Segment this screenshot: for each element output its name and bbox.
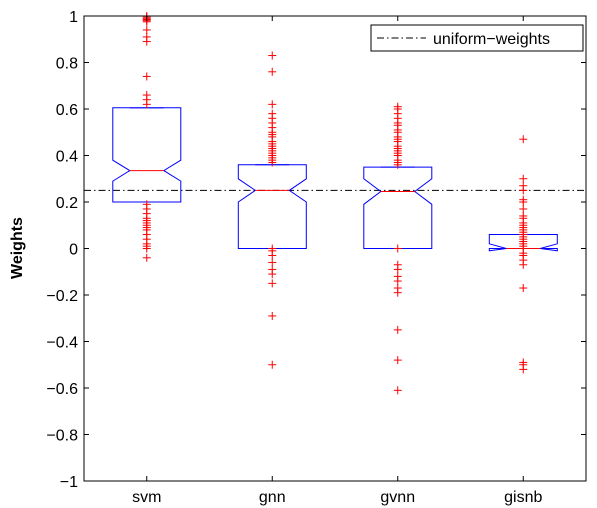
- outlier-gnn: [268, 67, 277, 76]
- outlier-gnn: [268, 311, 277, 320]
- outlier-gvnn: [393, 386, 402, 395]
- outlier-gnn: [268, 279, 277, 288]
- outlier-svm: [142, 72, 151, 81]
- y-tick-label: −1: [60, 474, 78, 491]
- y-tick-label: 0.8: [56, 56, 78, 73]
- y-tick-label: −0.2: [46, 288, 78, 305]
- y-tick-label: −0.6: [46, 381, 78, 398]
- outlier-gnn: [268, 51, 277, 60]
- y-tick-label: −0.8: [46, 428, 78, 445]
- y-tick-label: 1: [69, 9, 78, 26]
- outlier-gnn: [268, 258, 277, 267]
- outlier-svm: [142, 244, 151, 253]
- y-tick-label: 0.2: [56, 195, 78, 212]
- legend-label-uniform-weights: uniform−weights: [433, 31, 550, 48]
- outlier-svm: [142, 25, 151, 34]
- box-gvnn: [363, 166, 433, 249]
- outlier-gvnn: [393, 265, 402, 274]
- outlier-gisnb: [519, 174, 528, 183]
- outlier-gvnn: [393, 277, 402, 286]
- outlier-gisnb: [519, 260, 528, 269]
- x-tick-label-svm: svm: [132, 489, 161, 506]
- outlier-gnn: [268, 360, 277, 369]
- outlier-gnn: [268, 251, 277, 260]
- x-tick-label-gvnn: gvnn: [380, 489, 415, 506]
- outlier-gisnb: [519, 198, 528, 206]
- outlier-gisnb: [519, 365, 528, 374]
- outlier-gisnb: [519, 186, 528, 195]
- legend: uniform−weights: [370, 24, 584, 52]
- outlier-gvnn: [393, 288, 402, 297]
- axis-ticks: −1 −0.8 −0.6 −0.4 −0.2 0 0.2 0.4 0.6 0.8 1 svm gnn gv…: [46, 9, 586, 506]
- outlier-gisnb: [519, 204, 528, 213]
- outlier-svm: [142, 37, 151, 46]
- outlier-gnn: [268, 270, 277, 279]
- outlier-gvnn: [393, 160, 402, 169]
- outlier-gvnn: [393, 325, 402, 334]
- outlier-gvnn: [393, 356, 402, 365]
- box-gnn: [237, 164, 307, 249]
- y-tick-label: 0: [69, 242, 78, 259]
- outlier-svm: [142, 253, 151, 262]
- y-tick-label: 0.6: [56, 102, 78, 119]
- outlier-gisnb: [519, 135, 528, 144]
- plot-area: [84, 12, 586, 395]
- y-axis-label: Weights: [9, 217, 26, 279]
- box-svm: [112, 107, 182, 203]
- outlier-gnn: [268, 100, 277, 109]
- outlier-svm: [142, 100, 151, 109]
- outlier-gisnb: [519, 284, 528, 293]
- box-gisnb: [488, 234, 558, 252]
- outlier-gvnn: [393, 244, 402, 253]
- y-tick-label: −0.4: [46, 335, 78, 352]
- x-tick-label-gnn: gnn: [259, 489, 286, 506]
- x-tick-label-gisnb: gisnb: [504, 489, 542, 506]
- y-tick-label: 0.4: [56, 149, 78, 166]
- outlier-gnn: [268, 158, 277, 167]
